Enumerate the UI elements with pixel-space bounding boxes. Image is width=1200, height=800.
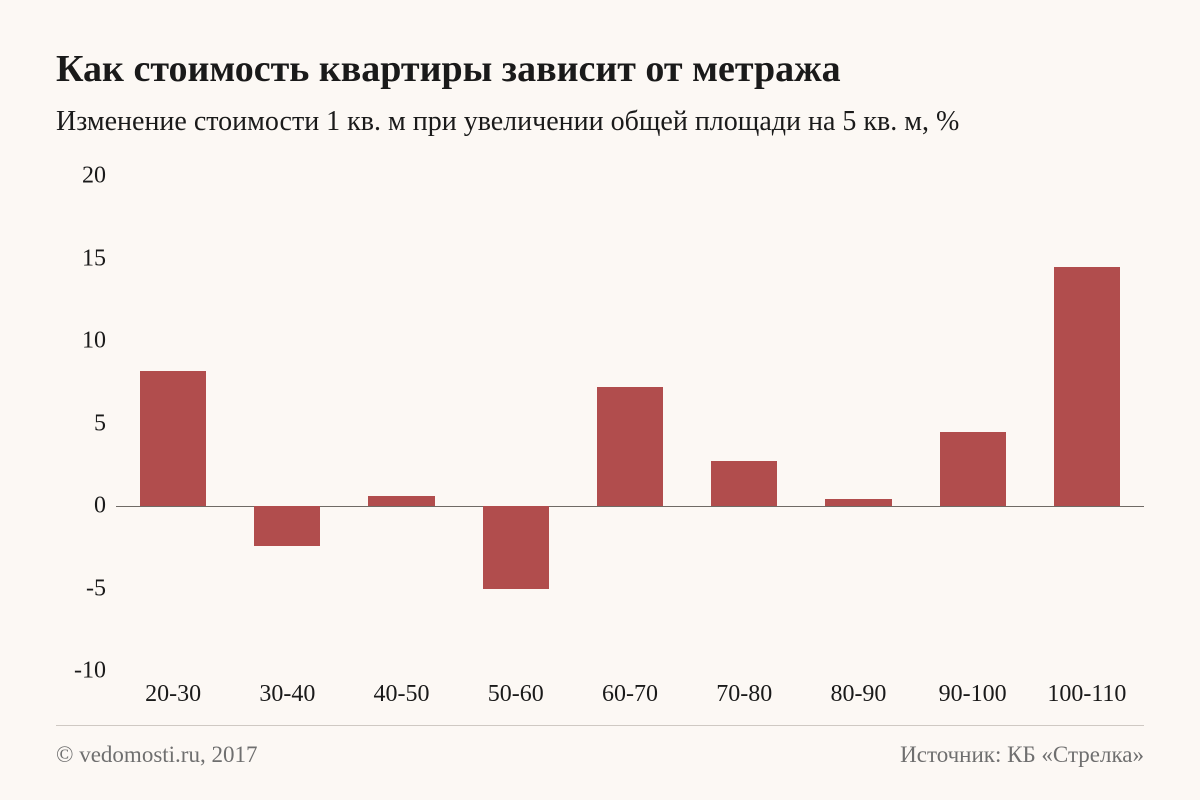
x-tick-label: 90-100 [939, 671, 1007, 708]
x-tick-label: 50-60 [488, 671, 544, 708]
chart-container: Как стоимость квартиры зависит от метраж… [0, 0, 1200, 800]
x-tick-label: 70-80 [716, 671, 772, 708]
x-tick-label: 60-70 [602, 671, 658, 708]
x-tick-label: 80-90 [830, 671, 886, 708]
bar [711, 461, 777, 506]
bar [1054, 267, 1120, 506]
chart-footer: © vedomosti.ru, 2017 Источник: КБ «Стрел… [56, 725, 1144, 768]
x-tick-label: 100-110 [1047, 671, 1126, 708]
x-tick-label: 40-50 [374, 671, 430, 708]
y-tick-label: 0 [94, 493, 116, 520]
y-tick-label: 15 [82, 245, 116, 272]
bar [368, 496, 434, 506]
bar [140, 371, 206, 506]
bar [483, 506, 549, 588]
x-tick-label: 30-40 [259, 671, 315, 708]
bar [254, 506, 320, 546]
bar [825, 499, 891, 506]
footer-copyright: © vedomosti.ru, 2017 [56, 742, 257, 768]
chart-subtitle: Изменение стоимости 1 кв. м при увеличен… [56, 104, 1144, 140]
y-tick-label: 20 [82, 163, 116, 190]
y-tick-label: -5 [86, 575, 116, 602]
x-tick-label: 20-30 [145, 671, 201, 708]
y-tick-label: -10 [74, 658, 116, 685]
footer-source: Источник: КБ «Стрелка» [900, 742, 1144, 768]
bar [597, 387, 663, 506]
y-tick-label: 5 [94, 410, 116, 437]
y-tick-label: 10 [82, 328, 116, 355]
bar [940, 432, 1006, 506]
chart-title: Как стоимость квартиры зависит от метраж… [56, 48, 1144, 92]
chart-area: -10-50510152020-3030-4040-5050-6060-7070… [56, 176, 1144, 713]
